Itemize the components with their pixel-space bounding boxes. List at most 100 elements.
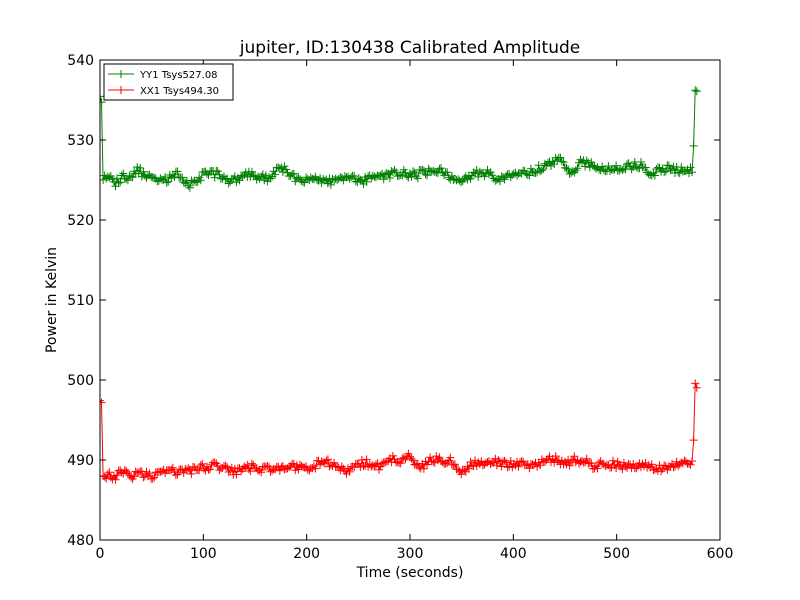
- data-point-marker: [466, 174, 475, 183]
- data-point-marker: [449, 460, 458, 469]
- data-point-marker: [668, 164, 676, 173]
- data-point-marker: [357, 456, 366, 464]
- data-point-marker: [612, 464, 621, 472]
- data-point-marker: [244, 465, 253, 473]
- data-point-marker: [206, 465, 215, 474]
- data-point-marker: [418, 165, 427, 174]
- data-point-marker: [105, 468, 114, 477]
- data-point-marker: [362, 455, 371, 464]
- data-point-marker: [494, 456, 503, 464]
- data-point-marker: [410, 168, 419, 177]
- data-point-marker: [106, 473, 115, 482]
- data-point-marker: [323, 455, 332, 464]
- data-point-marker: [582, 454, 591, 463]
- data-point-marker: [317, 457, 326, 466]
- data-point-marker: [674, 461, 683, 470]
- data-point-marker: [100, 396, 104, 405]
- series-layer: [100, 86, 701, 484]
- data-point-marker: [196, 176, 205, 185]
- data-point-marker: [224, 468, 233, 476]
- data-point-marker: [173, 470, 182, 479]
- data-point-marker: [637, 158, 645, 166]
- data-point-marker: [689, 141, 698, 150]
- legend-box: [103, 63, 234, 101]
- data-point-marker: [382, 169, 391, 177]
- y-tick-label: 500: [67, 373, 94, 389]
- data-point-marker: [311, 464, 320, 473]
- y-tick-label: 510: [67, 293, 94, 309]
- data-point-marker: [221, 461, 230, 470]
- data-point-marker: [433, 169, 442, 177]
- legend-label: YY1 Tsys527.08: [139, 70, 218, 81]
- data-point-marker: [556, 153, 565, 162]
- data-point-marker: [629, 460, 638, 468]
- y-tick-label: 520: [67, 213, 94, 229]
- data-point-marker: [280, 162, 289, 171]
- data-point-marker: [150, 473, 159, 482]
- data-point-marker: [187, 470, 196, 478]
- data-point-marker: [385, 174, 394, 182]
- data-point-marker: [647, 460, 656, 469]
- data-point-marker: [407, 454, 416, 463]
- data-point-marker: [627, 165, 636, 174]
- data-point-marker: [246, 467, 255, 476]
- data-point-marker: [247, 459, 256, 468]
- data-point-marker: [263, 462, 272, 470]
- legend-label: XX1 Tsys494.30: [140, 86, 219, 97]
- data-point-marker: [443, 168, 452, 177]
- y-axis: 480 490 500 510 520 530 540: [67, 53, 720, 549]
- data-point-marker: [514, 462, 523, 471]
- data-point-marker: [660, 168, 669, 177]
- data-point-marker: [562, 164, 571, 173]
- y-tick-label: 490: [67, 453, 94, 469]
- data-point-marker: [466, 458, 475, 466]
- x-tick-label: 100: [190, 546, 217, 562]
- data-point-marker: [210, 173, 219, 182]
- data-point-marker: [168, 463, 177, 472]
- data-point-marker: [450, 460, 459, 469]
- data-point-marker: [619, 458, 628, 467]
- data-point-marker: [488, 171, 497, 180]
- data-point-marker: [247, 167, 256, 176]
- x-tick-label: 400: [500, 546, 527, 562]
- data-point-marker: [547, 162, 555, 170]
- data-point-marker: [437, 164, 445, 173]
- series-1: [100, 86, 701, 192]
- data-point-marker: [302, 462, 311, 471]
- data-point-marker: [362, 177, 371, 186]
- data-point-marker: [184, 464, 193, 473]
- data-point-marker: [127, 172, 135, 181]
- data-point-marker: [114, 179, 123, 187]
- data-point-marker: [198, 459, 207, 468]
- data-point-marker: [446, 453, 455, 462]
- data-point-marker: [419, 464, 428, 473]
- data-point-marker: [213, 167, 222, 176]
- data-point-marker: [156, 174, 165, 183]
- data-point-marker: [224, 179, 233, 188]
- data-point-marker: [161, 173, 170, 181]
- data-point-marker: [593, 464, 602, 473]
- data-point-marker: [537, 166, 546, 175]
- data-point-marker: [551, 452, 560, 461]
- data-point-marker: [106, 172, 115, 180]
- data-point-marker: [266, 174, 275, 183]
- data-point-marker: [692, 87, 701, 96]
- data-point-marker: [435, 164, 444, 173]
- data-point-marker: [373, 459, 382, 468]
- data-point-marker: [550, 160, 559, 169]
- data-point-marker: [357, 176, 366, 185]
- data-point-marker: [674, 168, 683, 177]
- data-point-marker: [612, 161, 621, 170]
- data-point-marker: [686, 460, 695, 469]
- data-point-marker: [388, 451, 397, 460]
- data-point-marker: [557, 157, 566, 166]
- data-point-marker: [435, 453, 444, 462]
- data-point-marker: [686, 163, 695, 172]
- y-tick-label: 480: [67, 533, 94, 549]
- data-point-marker: [468, 461, 476, 470]
- legend-marker: [117, 70, 125, 78]
- data-point-marker: [275, 466, 284, 475]
- x-tick-label: 0: [96, 546, 105, 562]
- data-point-marker: [249, 171, 258, 180]
- data-point-marker: [271, 170, 280, 179]
